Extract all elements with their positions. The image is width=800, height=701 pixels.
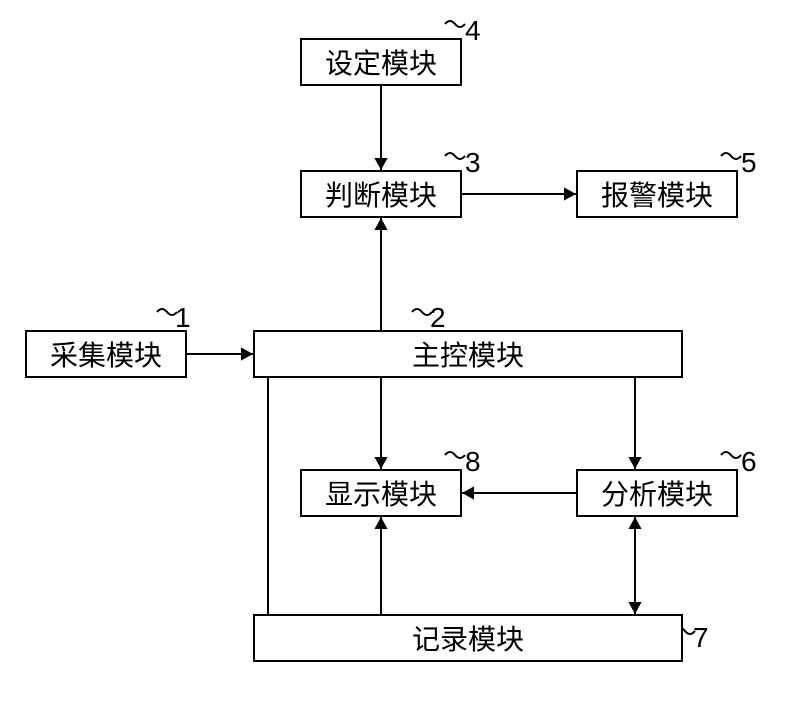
node-n5: 报警模块 [576, 170, 738, 218]
node-number-n6: 6 [741, 446, 757, 478]
node-n7: 记录模块 [253, 614, 683, 662]
node-number-n5: 5 [741, 147, 757, 179]
node-n1: 采集模块 [25, 330, 187, 378]
node-label: 设定模块 [325, 42, 437, 82]
node-number-n7: 7 [693, 622, 709, 654]
tilde-mark [157, 309, 177, 315]
node-number-n2: 2 [430, 302, 446, 334]
tilde-mark [721, 153, 741, 159]
node-n2: 主控模块 [253, 330, 683, 378]
tilde-mark [721, 452, 741, 458]
diagram-canvas: 设定模块 4 判断模块 3 报警模块 5 采集模块 1 主控模块2 显示模块 8 分析模块 6 记录模块 7 [0, 0, 800, 701]
node-number-n1: 1 [175, 302, 191, 334]
node-number-n8: 8 [465, 446, 481, 478]
tilde-mark [445, 21, 465, 27]
node-number-n3: 3 [465, 147, 481, 179]
tilde-mark [445, 452, 465, 458]
node-n6: 分析模块 [576, 469, 738, 517]
node-n4: 设定模块 [300, 38, 462, 86]
edge [253, 378, 268, 638]
node-n8: 显示模块 [300, 469, 462, 517]
node-label: 主控模块 [412, 334, 524, 374]
tilde-mark [412, 309, 432, 315]
node-label: 判断模块 [325, 174, 437, 214]
node-label: 记录模块 [412, 618, 524, 658]
node-label: 分析模块 [601, 473, 713, 513]
node-label: 采集模块 [50, 334, 162, 374]
node-label: 显示模块 [325, 473, 437, 513]
node-n3: 判断模块 [300, 170, 462, 218]
node-label: 报警模块 [601, 174, 713, 214]
tilde-mark [445, 153, 465, 159]
node-number-n4: 4 [465, 15, 481, 47]
